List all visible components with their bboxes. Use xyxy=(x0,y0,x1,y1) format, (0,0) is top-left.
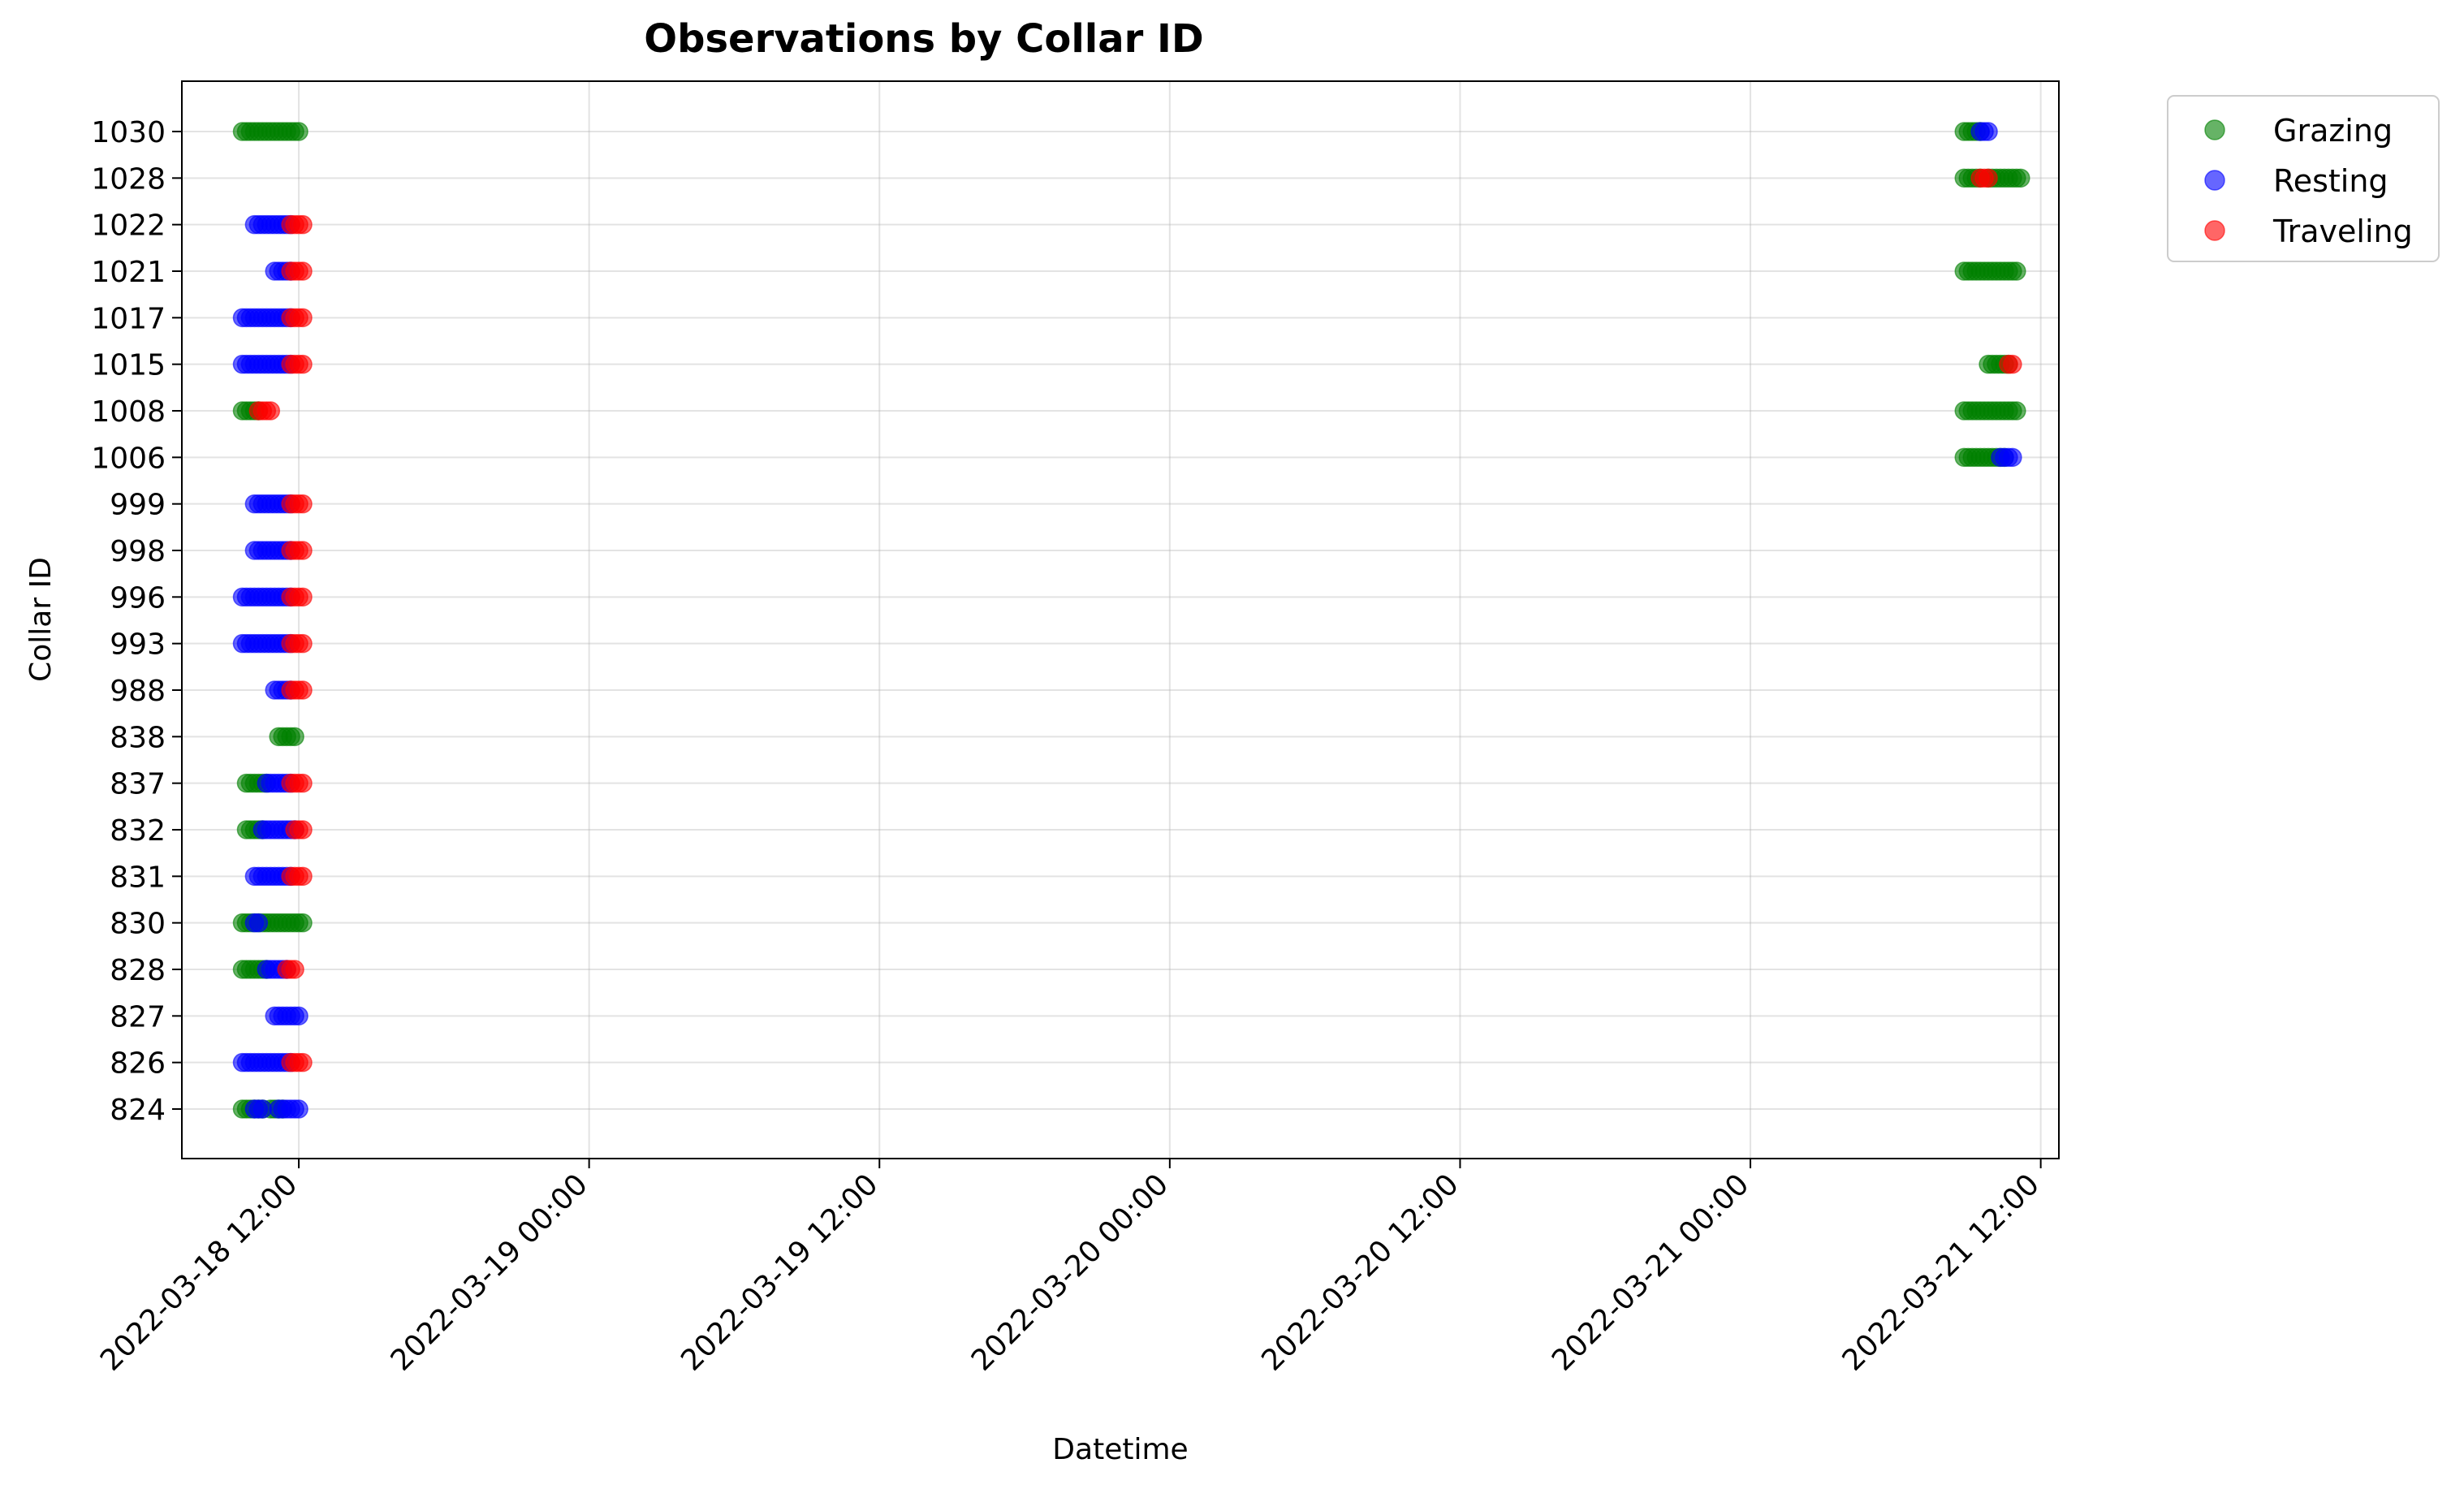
data-point xyxy=(293,541,313,560)
data-point xyxy=(261,401,281,421)
data-point xyxy=(293,633,313,654)
legend-label: Traveling xyxy=(2272,214,2413,249)
data-point xyxy=(2007,261,2026,281)
x-axis-label: Datetime xyxy=(1052,1433,1188,1466)
data-point xyxy=(293,680,313,700)
data-point xyxy=(289,1006,309,1026)
chart-title: Observations by Collar ID xyxy=(644,16,1203,62)
y-tick-label: 838 xyxy=(110,721,166,754)
y-tick-label: 999 xyxy=(110,489,166,522)
plot-area xyxy=(181,80,2060,1159)
data-point xyxy=(293,866,313,887)
data-point xyxy=(285,727,304,747)
y-tick-label: 830 xyxy=(110,908,166,941)
y-axis-label: Collar ID xyxy=(24,557,58,682)
data-point xyxy=(289,122,309,141)
y-tick-label: 1006 xyxy=(91,442,166,475)
y-tick-label: 831 xyxy=(110,861,166,894)
data-point xyxy=(2011,168,2030,188)
data-point xyxy=(293,587,313,607)
data-point xyxy=(293,773,313,793)
y-tick-label: 988 xyxy=(110,675,166,708)
plot-frame xyxy=(181,80,2060,1159)
y-tick-label: 1017 xyxy=(91,302,166,335)
y-tick-label: 824 xyxy=(110,1094,166,1127)
y-tick-label: 837 xyxy=(110,768,166,801)
y-tick-label: 826 xyxy=(110,1047,166,1081)
y-axis: 824 826 827 828 830 831 832 837 838 988 993 996 998 9… xyxy=(91,116,182,1127)
data-point xyxy=(293,354,313,374)
y-tick-label: 993 xyxy=(110,628,166,662)
data-point xyxy=(293,261,313,281)
y-tick-label: 996 xyxy=(110,581,166,615)
y-tick-label: 998 xyxy=(110,535,166,568)
legend-marker xyxy=(2204,170,2225,191)
data-point xyxy=(293,214,313,235)
y-tick-label: 828 xyxy=(110,954,166,987)
y-tick-label: 827 xyxy=(110,1000,166,1034)
y-tick-label: 1030 xyxy=(91,116,166,149)
legend-box xyxy=(2167,95,2440,262)
data-point xyxy=(289,1099,309,1119)
legend-label: Resting xyxy=(2273,163,2388,199)
y-tick-label: 1028 xyxy=(91,162,166,196)
data-point xyxy=(1979,168,1998,188)
legend-marker xyxy=(2204,220,2225,241)
y-tick-label: 1015 xyxy=(91,349,166,382)
data-point xyxy=(293,913,313,933)
data-point xyxy=(293,308,313,328)
data-point xyxy=(2003,447,2022,468)
data-point xyxy=(248,913,269,933)
data-point xyxy=(293,494,313,514)
grid xyxy=(182,81,2059,1159)
data-point xyxy=(293,820,313,839)
scatter-points xyxy=(232,122,2030,1119)
legend: Grazing Resting Traveling xyxy=(2167,95,2440,262)
data-point xyxy=(2003,354,2022,374)
y-tick-label: 1021 xyxy=(91,256,166,289)
legend-marker xyxy=(2204,119,2225,140)
legend-label: Grazing xyxy=(2273,113,2393,149)
series-traveling xyxy=(248,168,2022,1073)
y-tick-label: 832 xyxy=(110,814,166,848)
data-point xyxy=(252,1099,273,1119)
plot-background xyxy=(182,81,2059,1159)
data-point xyxy=(285,960,304,979)
data-point xyxy=(1979,122,1998,141)
data-point xyxy=(293,1052,313,1073)
data-point xyxy=(2007,401,2026,421)
y-tick-label: 1008 xyxy=(91,395,166,429)
y-tick-label: 1022 xyxy=(91,209,166,243)
